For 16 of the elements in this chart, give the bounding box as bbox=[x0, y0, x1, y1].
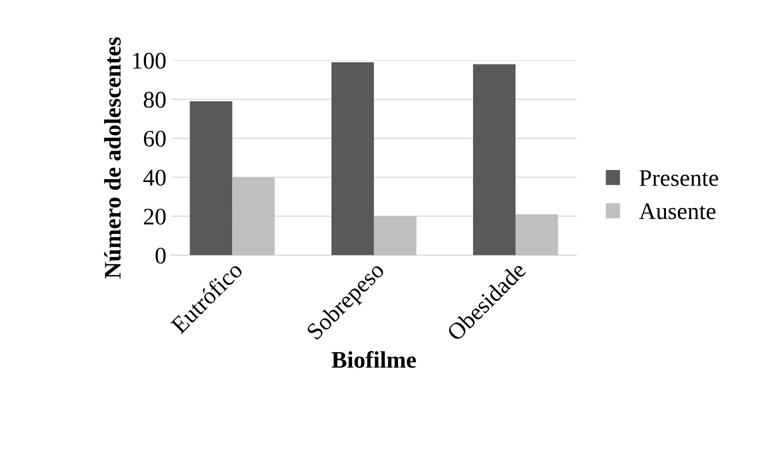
bar bbox=[331, 62, 374, 256]
y-tick-label: 40 bbox=[143, 170, 166, 186]
legend-label: Presente bbox=[640, 170, 718, 186]
y-tick-label: 80 bbox=[144, 92, 166, 108]
y-tick-label: 20 bbox=[144, 208, 166, 225]
legend-label: Ausente bbox=[639, 203, 716, 220]
y-tick-label: 60 bbox=[144, 130, 166, 147]
x-axis-title: Biofilme bbox=[332, 350, 416, 368]
y-tick-label: 0 bbox=[156, 248, 166, 264]
bar bbox=[473, 64, 516, 256]
y-tick-label: 100 bbox=[133, 52, 166, 69]
y-axis-title: Número de adolescentes bbox=[104, 37, 121, 278]
bar bbox=[516, 214, 558, 256]
bar bbox=[374, 216, 416, 256]
bar bbox=[232, 177, 275, 256]
bar bbox=[190, 101, 232, 256]
